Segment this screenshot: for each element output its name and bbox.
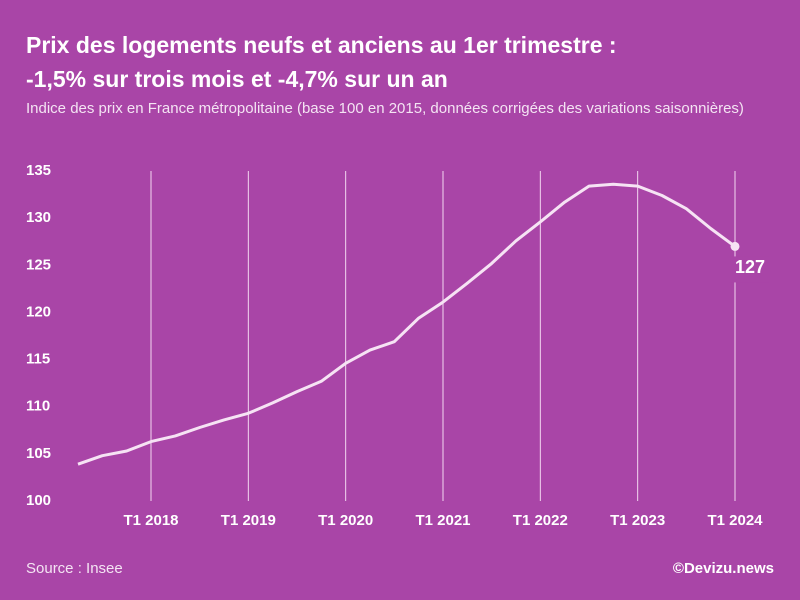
y-tick-label: 115: [26, 351, 50, 368]
source: Source : Insee: [26, 560, 123, 577]
y-tick-label: 130: [26, 209, 51, 226]
value-label: 127: [735, 257, 765, 277]
y-tick-label: 135: [26, 162, 51, 179]
chart-title: Prix des logements neufs et anciens au 1…: [26, 28, 617, 96]
title-line: -1,5% sur trois mois et -4,7% sur un an: [26, 66, 448, 92]
y-tick-label: 105: [26, 445, 51, 462]
x-tick-label: T1 2022: [513, 512, 568, 529]
line: [77, 182, 736, 466]
y-tick-label: 125: [26, 256, 51, 273]
title-line: Prix des logements neufs et anciens au 1…: [26, 32, 617, 58]
x-tick-label: T1 2018: [123, 512, 178, 529]
y-tick-label: 100: [26, 492, 51, 509]
y-tick-label: 110: [26, 398, 50, 415]
x-tick-label: T1 2021: [415, 512, 470, 529]
credit: ©Devizu.news: [672, 560, 774, 577]
end-point: [730, 241, 740, 251]
x-tick-label: T1 2024: [707, 512, 763, 529]
x-tick-label: T1 2020: [318, 512, 373, 529]
x-tick-label: T1 2023: [610, 512, 665, 529]
x-tick-label: T1 2019: [221, 512, 276, 529]
chart-subtitle: Indice des prix en France métropolitaine…: [26, 100, 744, 117]
y-tick-label: 120: [26, 303, 51, 320]
label-bg: [729, 256, 769, 283]
